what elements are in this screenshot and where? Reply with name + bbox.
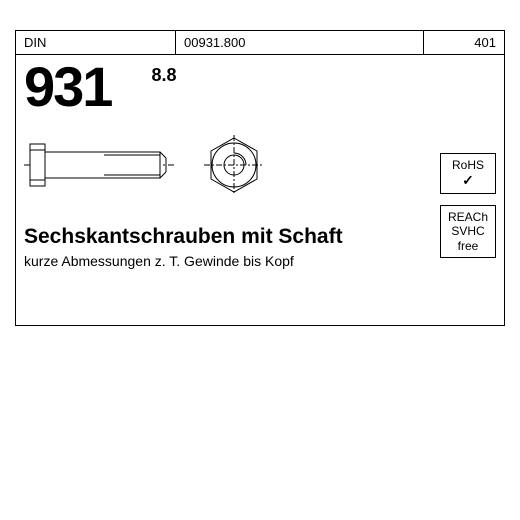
- header-row: DIN 00931.800 401: [16, 31, 504, 55]
- reach-badge: REACh SVHC free: [440, 205, 496, 258]
- reach-label-2: SVHC: [441, 224, 495, 238]
- product-title: Sechskantschrauben mit Schaft: [24, 225, 496, 249]
- header-standard: DIN: [16, 31, 176, 54]
- bolt-side-view-icon: [24, 138, 174, 193]
- hex-end-view-icon: [204, 135, 264, 195]
- product-subtitle: kurze Abmessungen z. T. Gewinde bis Kopf: [24, 253, 496, 269]
- top-row: 931 8.8: [24, 59, 496, 115]
- main-area: 931 8.8: [16, 55, 504, 325]
- product-spec-card: DIN 00931.800 401 931 8.8: [15, 30, 505, 326]
- header-code: 00931.800: [176, 31, 424, 54]
- check-icon: ✓: [441, 172, 495, 189]
- header-id: 401: [424, 31, 504, 54]
- reach-label-1: REACh: [441, 210, 495, 224]
- standard-number: 931: [24, 59, 111, 115]
- strength-class: 8.8: [151, 65, 176, 86]
- rohs-badge: RoHS ✓: [440, 153, 496, 194]
- diagrams: [24, 135, 496, 195]
- rohs-label: RoHS: [441, 158, 495, 172]
- reach-label-3: free: [441, 239, 495, 253]
